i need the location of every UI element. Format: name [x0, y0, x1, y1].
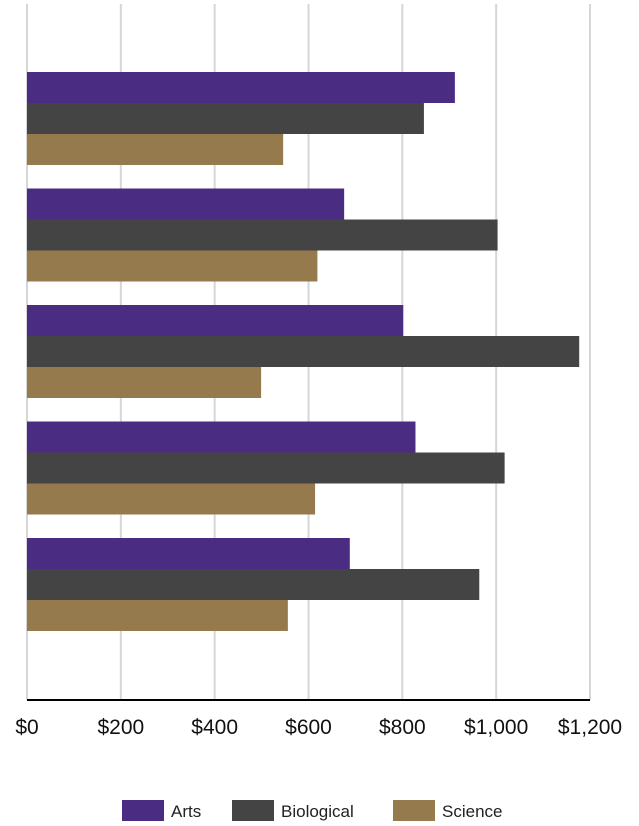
legend-swatch-science	[393, 800, 435, 821]
bar-science-4	[27, 483, 316, 515]
bar-science-2	[27, 250, 318, 282]
legend-label-biological: Biological	[281, 802, 354, 821]
x-tick-label: $200	[97, 716, 144, 739]
legend-swatch-biological	[232, 800, 274, 821]
bars	[27, 72, 580, 631]
bar-biological-5	[27, 569, 480, 600]
bar-science-5	[27, 600, 288, 631]
legend: Arts Biological Science	[122, 800, 502, 821]
x-tick-label: $600	[285, 716, 332, 739]
x-tick-label: $1,200	[558, 716, 622, 739]
x-tick-label: $400	[191, 716, 238, 739]
bar-biological-3	[27, 336, 580, 367]
bar-arts-3	[27, 305, 404, 336]
bar-arts-5	[27, 538, 350, 569]
bar-biological-2	[27, 219, 498, 251]
bar-arts-4	[27, 421, 416, 453]
legend-label-science: Science	[442, 802, 502, 821]
bar-arts-1	[27, 72, 455, 103]
x-tick-label: $1,000	[464, 716, 528, 739]
bar-biological-1	[27, 103, 424, 134]
x-axis-tick-labels: $0 $200 $400 $600 $800 $1,000 $1,200	[15, 716, 622, 739]
bar-science-1	[27, 134, 284, 165]
bar-science-3	[27, 367, 262, 398]
x-tick-label: $800	[379, 716, 426, 739]
legend-swatch-arts	[122, 800, 164, 821]
x-tick-label: $0	[15, 716, 38, 739]
bar-arts-2	[27, 188, 345, 220]
bar-biological-4	[27, 452, 505, 484]
legend-label-arts: Arts	[171, 802, 201, 821]
